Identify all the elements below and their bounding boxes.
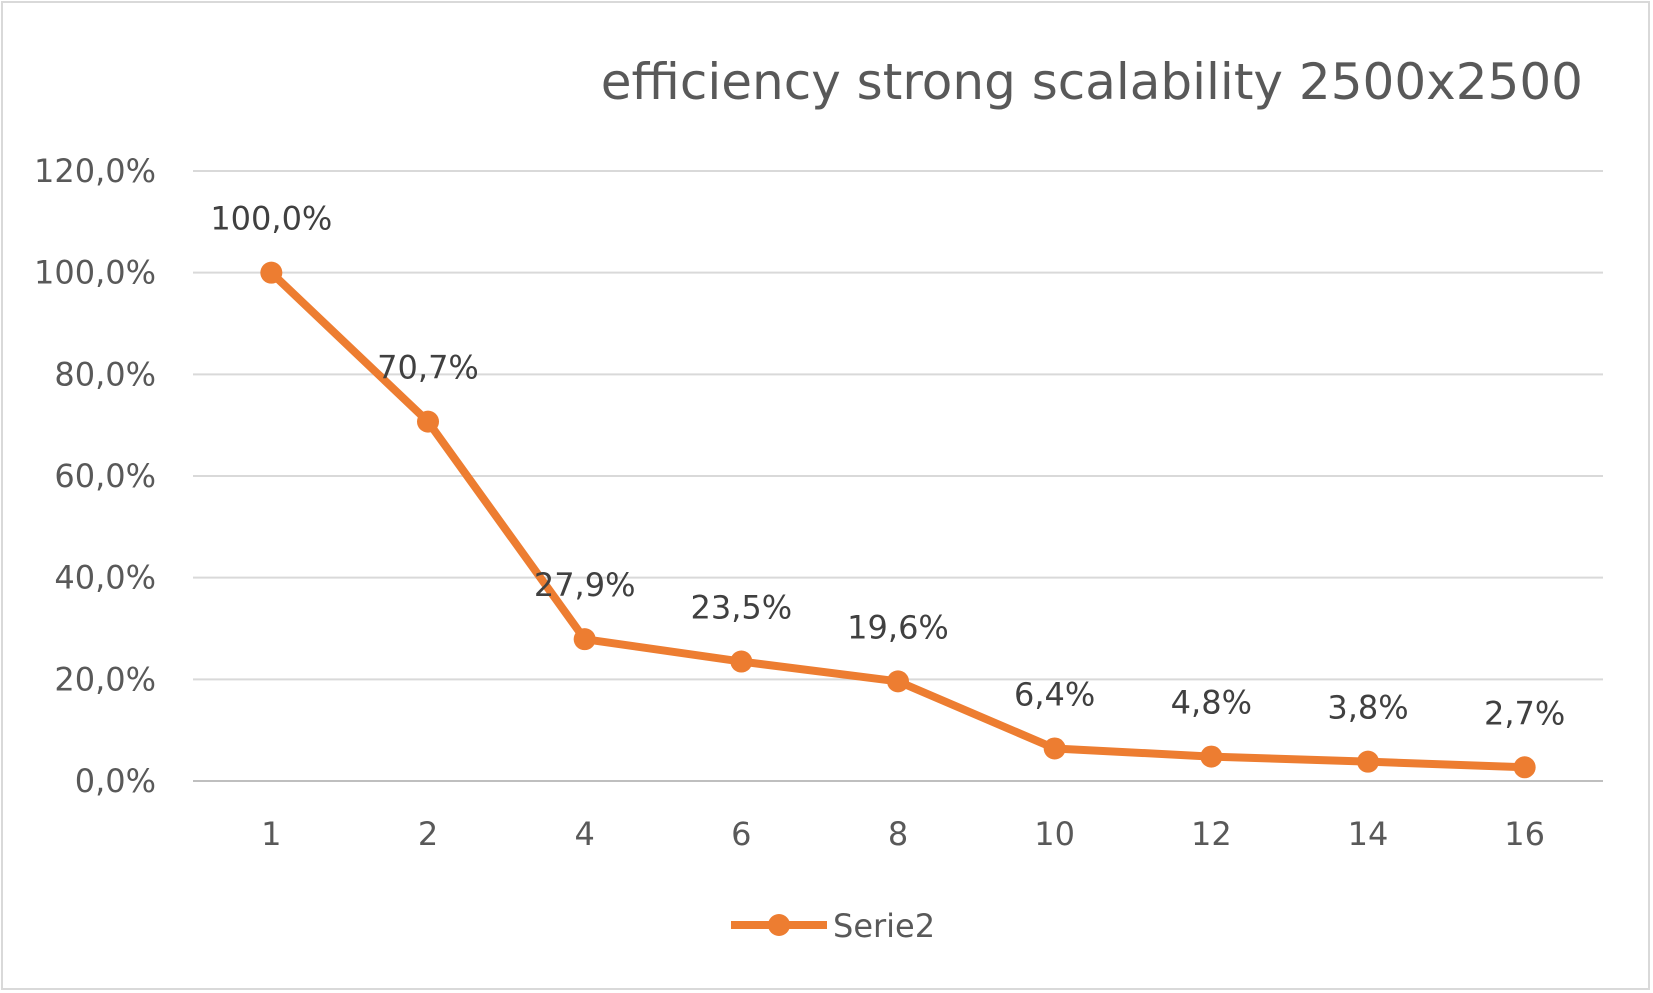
- data-label: 3,8%: [1327, 689, 1408, 727]
- data-point: [573, 628, 596, 651]
- x-tick-label: 4: [574, 815, 594, 853]
- data-point: [1513, 756, 1536, 779]
- legend-marker-swatch: [768, 914, 790, 936]
- x-tick-label: 1: [261, 815, 281, 853]
- legend: Serie2: [731, 907, 935, 945]
- y-tick-label: 80,0%: [54, 355, 156, 393]
- data-label: 4,8%: [1171, 684, 1252, 722]
- y-tick-label: 0,0%: [75, 762, 156, 800]
- x-axis-tick-labels: 1 2 4 6 8 10 12 14 16: [261, 815, 1545, 853]
- data-point: [730, 650, 753, 673]
- data-point: [887, 670, 909, 693]
- x-tick-label: 10: [1034, 815, 1075, 853]
- data-label: 70,7%: [377, 349, 479, 387]
- series-layer: [260, 261, 1536, 779]
- x-tick-label: 14: [1348, 815, 1389, 853]
- chart-title: efficiency strong scalability 2500x2500: [601, 53, 1583, 111]
- x-tick-label: 6: [731, 815, 751, 853]
- data-label: 19,6%: [847, 608, 949, 646]
- data-point: [1043, 737, 1066, 760]
- x-tick-label: 2: [418, 815, 438, 853]
- data-point: [1200, 745, 1223, 768]
- data-point: [1357, 750, 1379, 773]
- y-tick-label: 40,0%: [54, 559, 156, 597]
- data-label: 100,0%: [210, 200, 332, 238]
- data-label: 23,5%: [691, 589, 793, 627]
- x-tick-label: 8: [888, 815, 908, 853]
- y-tick-label: 120,0%: [34, 152, 156, 190]
- x-tick-label: 16: [1504, 815, 1545, 853]
- gridlines: [193, 170, 1603, 782]
- y-tick-label: 100,0%: [34, 254, 156, 292]
- y-tick-label: 20,0%: [54, 660, 156, 698]
- data-label: 27,9%: [534, 566, 636, 604]
- data-point: [417, 410, 439, 433]
- data-label: 6,4%: [1014, 675, 1095, 713]
- x-tick-label: 12: [1191, 815, 1232, 853]
- y-tick-label: 60,0%: [54, 457, 156, 495]
- data-label: 2,7%: [1484, 694, 1565, 732]
- legend-label: Serie2: [833, 907, 935, 945]
- line-chart: efficiency strong scalability 2500x2500 …: [34, 53, 1603, 945]
- data-point: [260, 261, 283, 284]
- y-axis-tick-labels: 0,0% 20,0% 40,0% 60,0% 80,0% 100,0% 120,0%: [34, 152, 156, 800]
- data-labels: 100,0% 70,7% 27,9% 23,5% 19,6% 6,4% 4,8% 3,8% 2,…: [210, 200, 1565, 733]
